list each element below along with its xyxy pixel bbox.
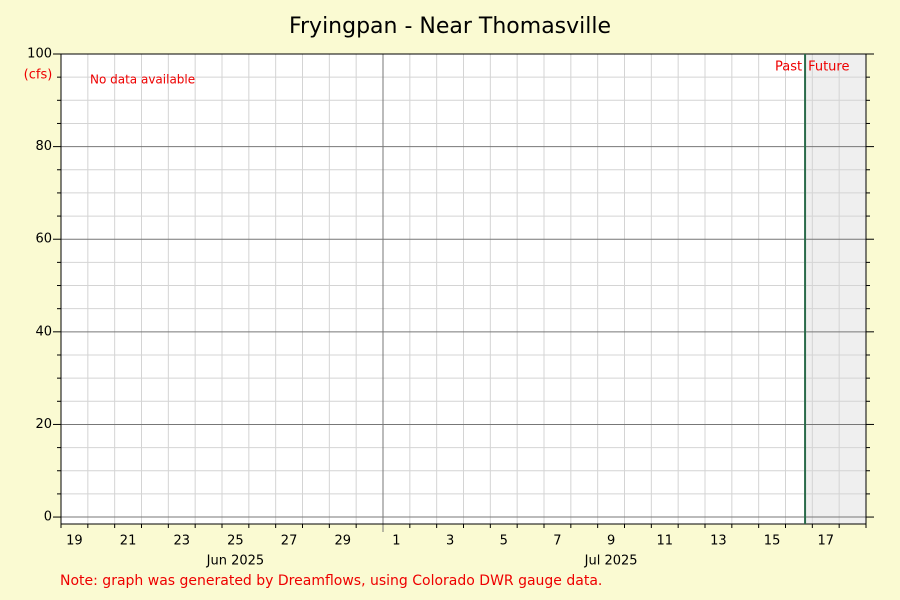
x-tick-label: 19 — [66, 534, 83, 549]
x-tick-label: 1 — [392, 534, 400, 549]
y-tick-label: 80 — [35, 139, 52, 154]
x-tick-label: 5 — [500, 534, 508, 549]
past-label: Past — [775, 60, 802, 75]
x-tick-label: 23 — [173, 534, 190, 549]
y-tick-label: 0 — [44, 510, 52, 525]
future-region — [805, 54, 866, 524]
month-label: Jun 2025 — [206, 554, 265, 569]
y-tick-label: 40 — [35, 324, 52, 339]
y-tick-label: 60 — [35, 232, 52, 247]
future-label: Future — [808, 60, 849, 75]
x-tick-label: 27 — [281, 534, 298, 549]
y-tick-label: 100 — [27, 47, 52, 62]
x-tick-label: 9 — [607, 534, 615, 549]
y-unit: (cfs) — [24, 68, 53, 83]
x-tick-label: 29 — [334, 534, 351, 549]
note: Note: graph was generated by Dreamflows,… — [60, 573, 602, 589]
grid — [53, 53, 874, 532]
x-tick-label: 25 — [227, 534, 244, 549]
x-tick-label: 3 — [446, 534, 454, 549]
y-tick-label: 20 — [35, 417, 52, 432]
x-tick-label: 7 — [553, 534, 561, 549]
x-tick-label: 17 — [817, 534, 834, 549]
annotation: No data available — [90, 73, 195, 87]
chart-title: Fryingpan - Near Thomasville — [289, 14, 611, 39]
plot-frame — [60, 53, 867, 525]
x-tick-label: 13 — [710, 534, 727, 549]
x-tick-label: 15 — [764, 534, 781, 549]
x-tick-label: 11 — [656, 534, 673, 549]
x-tick-label: 21 — [120, 534, 137, 549]
month-label: Jul 2025 — [584, 554, 638, 569]
